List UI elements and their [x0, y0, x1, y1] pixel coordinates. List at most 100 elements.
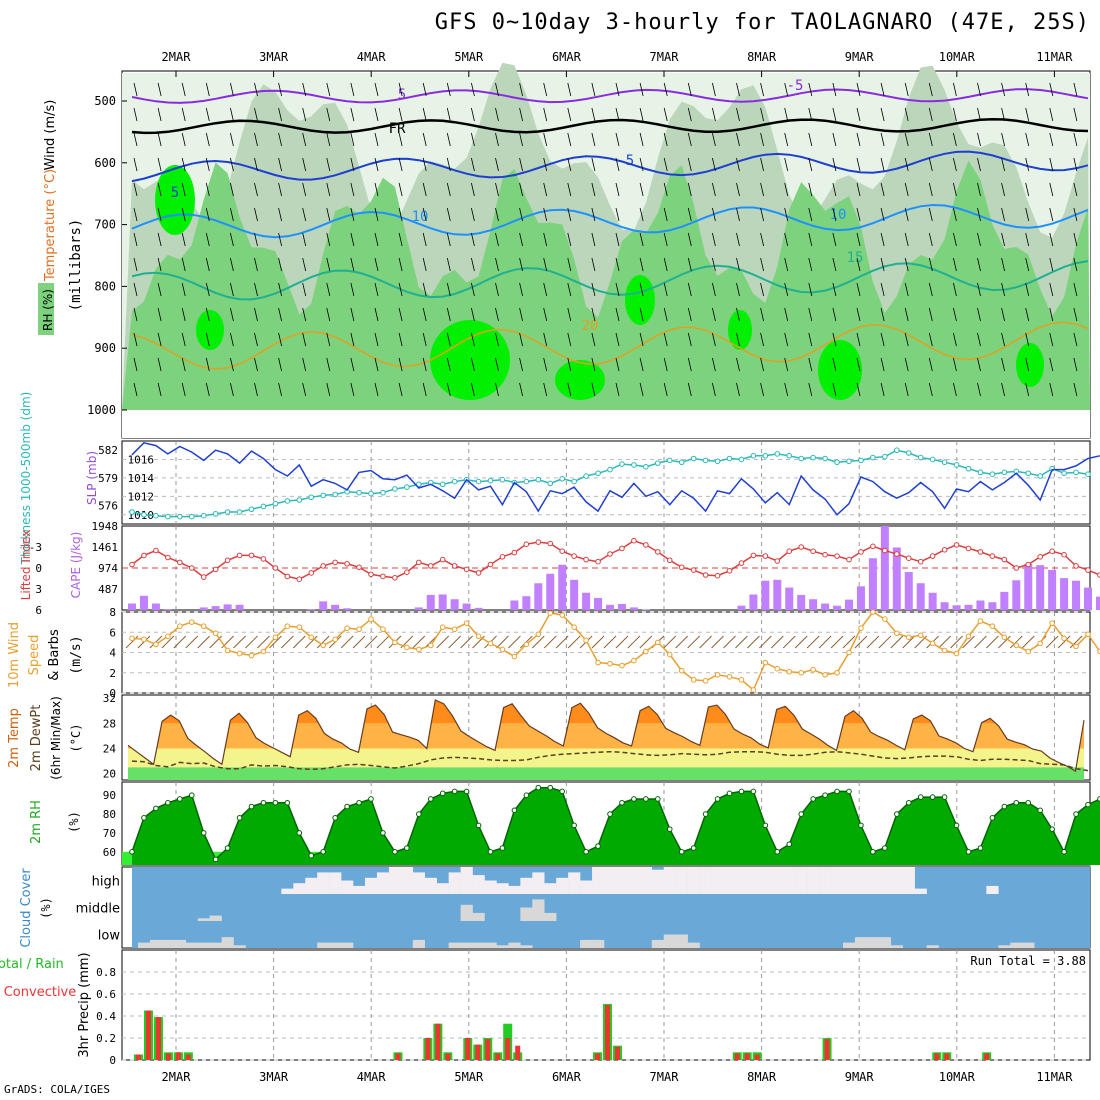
thickness-tick-579: 579 [98, 472, 118, 485]
cape-bar [438, 594, 447, 610]
wind-barb [157, 182, 162, 197]
wind-barb [808, 232, 813, 247]
wind-barb [446, 107, 451, 122]
precip-convective-bar [515, 1045, 521, 1060]
wind-barb [808, 157, 813, 172]
cloud-panel [121, 866, 1091, 949]
wind-barb [133, 107, 138, 122]
wind-barb [326, 232, 331, 247]
wind-barb [953, 357, 957, 372]
wind-barb-10m [1009, 635, 1023, 649]
cloud-bar-low [472, 942, 485, 948]
wind-speed-series-point [165, 633, 171, 640]
wind-barb [591, 82, 596, 97]
wind-speed-series-point [416, 646, 422, 653]
rh2m-series-point [643, 796, 649, 802]
cloud-bar-low [460, 942, 473, 948]
cape-bar [235, 604, 244, 610]
wind-barb [760, 107, 764, 122]
wind-barb [977, 207, 981, 222]
wind-speed-series-point [774, 665, 781, 672]
lifted-index-series-point [559, 548, 566, 555]
wind-barb [880, 182, 885, 197]
cape-bar [199, 607, 208, 610]
cape-bar [916, 583, 925, 610]
wind-barb [591, 232, 596, 247]
lifted-index-series-point [535, 539, 542, 545]
rh2m-series-point [439, 790, 446, 797]
wind-speed-series-point [200, 623, 207, 629]
lifted-index-series-point [511, 549, 518, 556]
wind-barb [278, 132, 282, 147]
wind-barb [1073, 382, 1078, 397]
lifted-index-series-point [475, 570, 482, 576]
wind-barb [712, 307, 716, 322]
wind-barb [736, 257, 740, 272]
rh2m-series-point [368, 796, 374, 802]
wind-barb [977, 157, 981, 172]
wind-barb [230, 82, 234, 97]
wind-barb [1049, 132, 1054, 147]
thickness-series-point [846, 458, 852, 465]
wind-barb [254, 357, 258, 372]
cape-bar [964, 604, 973, 610]
wind-barb [422, 282, 427, 297]
cape-tick-1948: 1948 [92, 520, 119, 533]
wind-barb [422, 357, 427, 372]
lifted-index-series-point [272, 565, 279, 571]
cloud-bar-high [878, 867, 892, 894]
wind-barb-10m [806, 635, 820, 649]
precip-convective-bar [475, 1044, 481, 1060]
wind-barb [133, 157, 138, 172]
lifted-index-series-point [284, 573, 291, 580]
wind-barb [471, 332, 475, 347]
wind-barb [422, 182, 427, 197]
lifted-index-series-point [678, 564, 685, 571]
cloud-bar-high [866, 867, 880, 894]
cape-bar [809, 599, 818, 610]
cloud-bar-low [520, 945, 533, 948]
wind-barb [567, 332, 572, 347]
wind-barb-10m [759, 635, 772, 649]
wind-barb [181, 257, 186, 272]
precip-tick-0: 0 [109, 1054, 116, 1067]
rh2m-series-point [153, 805, 159, 812]
wind-barb [350, 182, 355, 197]
cloud-bar-low [221, 937, 234, 948]
wind-speed-series-point [631, 657, 637, 664]
wind-speed-series-point [941, 647, 948, 654]
wind-barb-10m [675, 635, 689, 649]
cloud-bar-high [376, 872, 390, 894]
rh-shade-bright-2 [625, 275, 655, 325]
wind-barb [1001, 282, 1005, 297]
wind-barb [1049, 257, 1054, 272]
wind-barb [543, 282, 548, 297]
thickness-series-point [690, 455, 697, 462]
lifted-index-series-point [523, 541, 530, 548]
date-label-top-6MAR: 6MAR [552, 50, 582, 64]
cloud-bar-high [520, 877, 533, 894]
rh2m-series-point [571, 822, 577, 829]
wind-speed-series-point [1049, 620, 1055, 626]
wind-barb [398, 82, 403, 97]
wind-barb [760, 182, 764, 197]
rh2m-series-point [929, 794, 936, 800]
cloud-bar-high [568, 872, 581, 894]
wind-barb [663, 207, 668, 222]
wind-barb [663, 257, 668, 272]
thickness-series-point [905, 450, 912, 456]
cape-bar [1084, 587, 1092, 610]
lifted-index-series-point [296, 576, 303, 583]
thickness-series-point [929, 456, 936, 463]
rh2m-tick-70: 70 [103, 827, 116, 840]
precip-convective-bar [485, 1039, 491, 1060]
rh2m-tick-90: 90 [103, 789, 116, 802]
wind-barb [712, 232, 716, 247]
thickness-series-point [523, 478, 530, 485]
wind-barb [181, 182, 186, 197]
wind-barb [326, 382, 331, 397]
wind-barb-10m [699, 635, 712, 649]
wind-barb [495, 182, 499, 197]
wind-speed-series-point [427, 642, 434, 649]
wind-speed-series-point [786, 668, 793, 675]
